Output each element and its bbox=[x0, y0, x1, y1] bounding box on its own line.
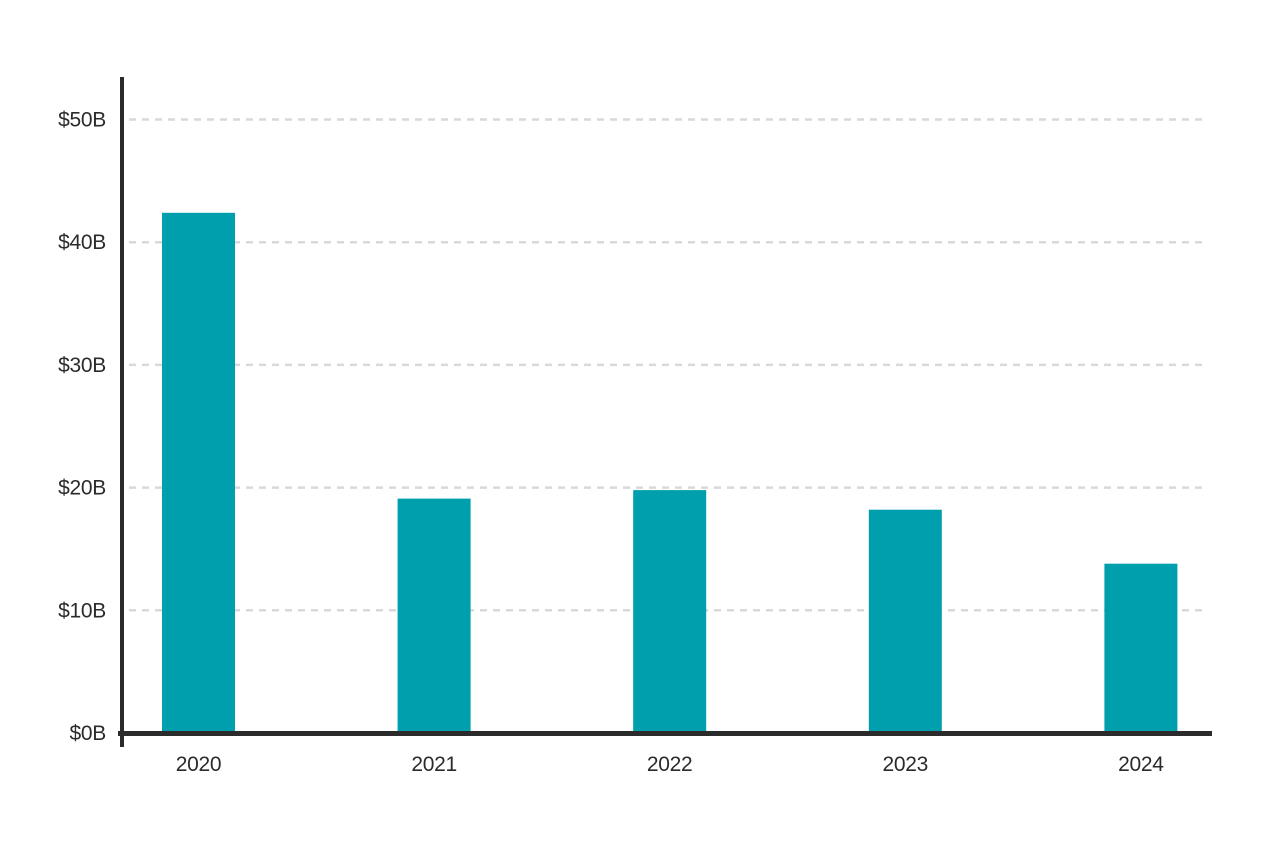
y-axis-tick-label: $0B bbox=[70, 722, 106, 745]
x-axis-tick-label: 2021 bbox=[411, 753, 457, 776]
y-axis-tick-label: $50B bbox=[58, 109, 106, 132]
x-axis-tick-label: 2022 bbox=[647, 753, 693, 776]
x-axis-line bbox=[118, 731, 1212, 736]
y-axis-line bbox=[120, 77, 124, 747]
y-axis-tick-label: $10B bbox=[58, 599, 106, 622]
bar-2021 bbox=[397, 498, 471, 731]
bar-2024 bbox=[1104, 563, 1178, 731]
y-axis-tick-label: $40B bbox=[58, 231, 106, 254]
bar-2022 bbox=[633, 490, 707, 731]
x-axis-tick-label: 2020 bbox=[176, 753, 222, 776]
x-axis-labels-group: 2020 2021 2022 2023 2024 bbox=[176, 753, 1165, 776]
bars-group bbox=[162, 212, 1178, 732]
x-axis-tick-label: 2024 bbox=[1118, 753, 1164, 776]
y-axis-tick-label: $20B bbox=[58, 477, 106, 500]
y-axis-labels-group: $0B $10B $20B $30B $40B $50B bbox=[58, 109, 106, 746]
bar-2023 bbox=[868, 509, 942, 731]
x-axis-tick-label: 2023 bbox=[883, 753, 929, 776]
axes-group bbox=[118, 77, 1212, 747]
bar-2020 bbox=[162, 212, 235, 732]
y-axis-tick-label: $30B bbox=[58, 354, 106, 377]
